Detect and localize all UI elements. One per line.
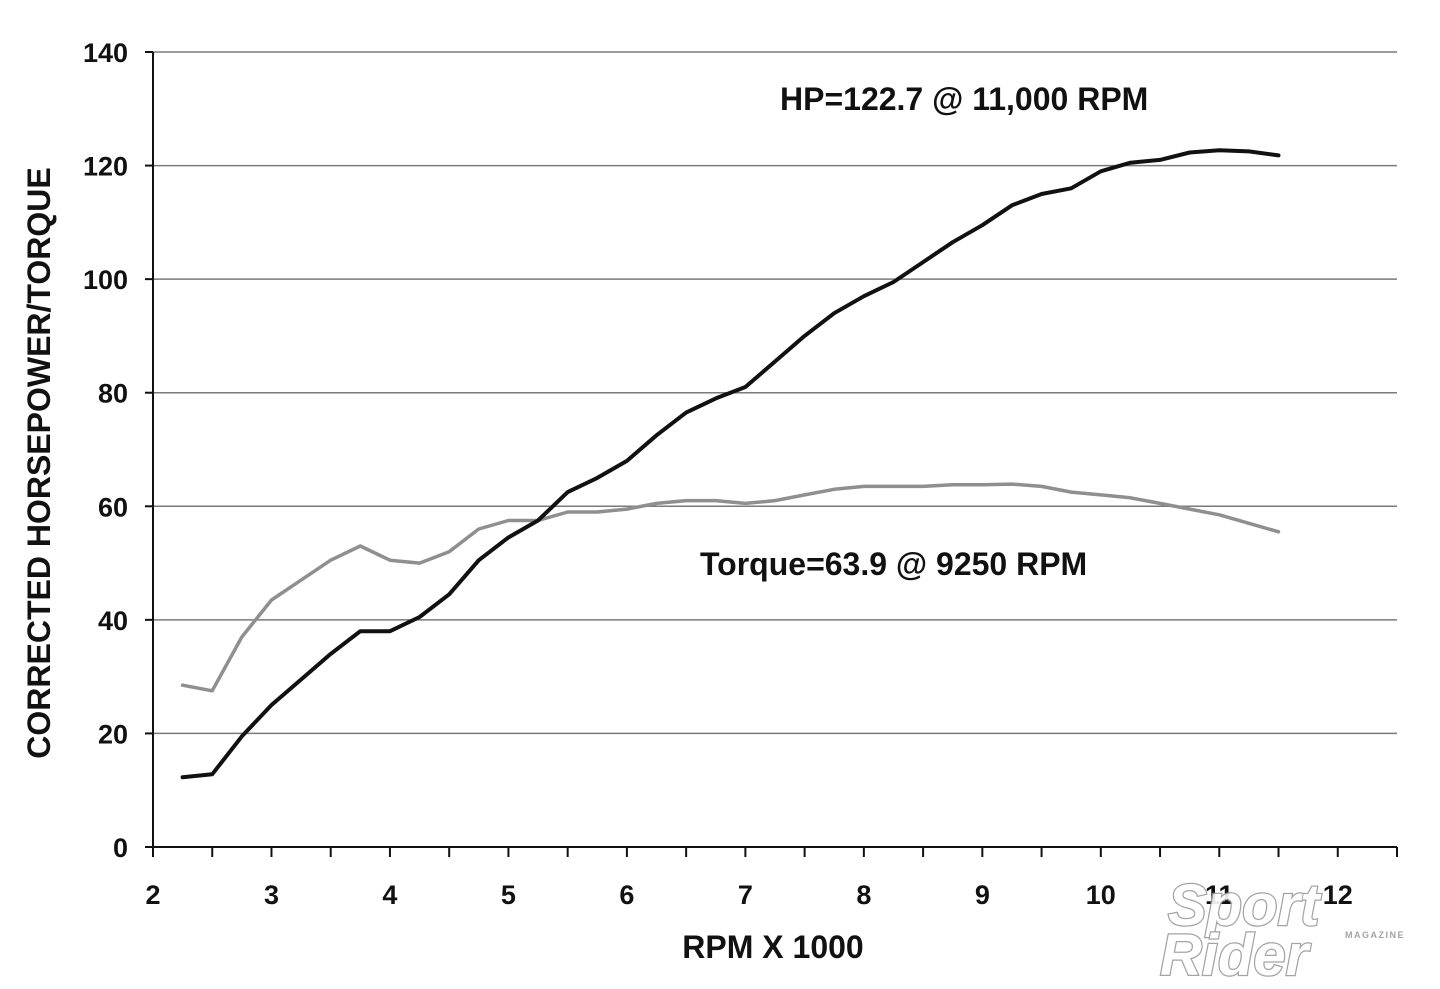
x-tick-label-4: 4 [382,880,397,910]
x-tick-label-12: 12 [1323,880,1353,910]
x-tick-label-5: 5 [501,880,516,910]
x-tick-label-10: 10 [1086,880,1116,910]
x-tick-label-9: 9 [975,880,990,910]
x-tick-label-11: 11 [1205,880,1234,910]
y-tick-label-80: 80 [98,379,128,409]
x-tick-label-7: 7 [738,880,753,910]
y-tick-label-60: 60 [98,492,128,522]
y-tick-label-20: 20 [98,719,128,749]
axes [152,52,1397,848]
hp-peak-annotation: HP=122.7 @ 11,000 RPM [780,81,1148,117]
x-axis-title: RPM X 1000 [682,929,863,965]
logo-tag: MAGAZINE [1345,930,1405,940]
hp-line [180,148,1281,780]
logo-word-1: Sport [1168,873,1322,938]
y-ticks: 0 20 40 60 80 100 120 140 [83,38,153,863]
torque-line [180,482,1281,693]
grid-lines [153,51,1397,735]
series-lines [180,148,1281,780]
sport-rider-logo: Sport MAGAZINE Rider [1159,872,1405,989]
y-tick-label-120: 120 [83,152,128,182]
y-tick-label-0: 0 [113,833,128,863]
x-tick-label-3: 3 [264,880,279,910]
torque-peak-annotation: Torque=63.9 @ 9250 RPM [700,546,1087,582]
x-tick-label-6: 6 [619,880,634,910]
y-axis-title: CORRECTED HORSEPOWER/TORQUE [21,167,57,758]
y-tick-label-140: 140 [83,38,128,68]
y-tick-label-40: 40 [98,606,128,636]
x-ticks: 2 3 4 5 6 7 8 9 10 11 12 [145,847,1398,910]
y-tick-label-100: 100 [83,265,128,295]
x-tick-label-8: 8 [856,880,871,910]
logo-word-2: Rider [1160,923,1312,988]
x-tick-label-2: 2 [145,880,160,910]
